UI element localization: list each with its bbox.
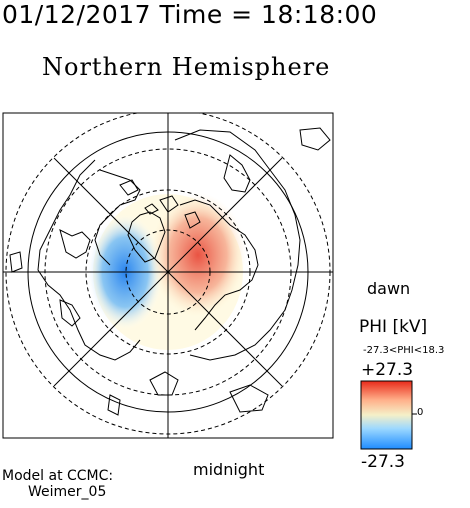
- time-title: 01/12/2017 Time = 18:18:00: [2, 0, 378, 29]
- longitude-lines: [3, 113, 333, 438]
- colorbar: [360, 380, 413, 450]
- hemisphere-title: Northern Hemisphere: [42, 53, 331, 81]
- dawn-label: dawn: [367, 279, 411, 298]
- colorbar-max-label: +27.3: [361, 360, 414, 380]
- positive-cell: [150, 193, 246, 317]
- colorbar-title: PHI [kV]: [359, 317, 428, 337]
- colorbar-zero-label: 0: [417, 407, 424, 418]
- colorbar-min-label: -27.3: [361, 452, 405, 472]
- coastlines: [9, 127, 331, 416]
- midnight-label: midnight: [193, 460, 265, 479]
- colorbar-range: -27.3<PHI<18.3: [363, 345, 445, 356]
- model-name: Weimer_05: [28, 484, 107, 500]
- model-label: Model at CCMC:: [2, 468, 114, 484]
- potential-pattern: [87, 193, 246, 350]
